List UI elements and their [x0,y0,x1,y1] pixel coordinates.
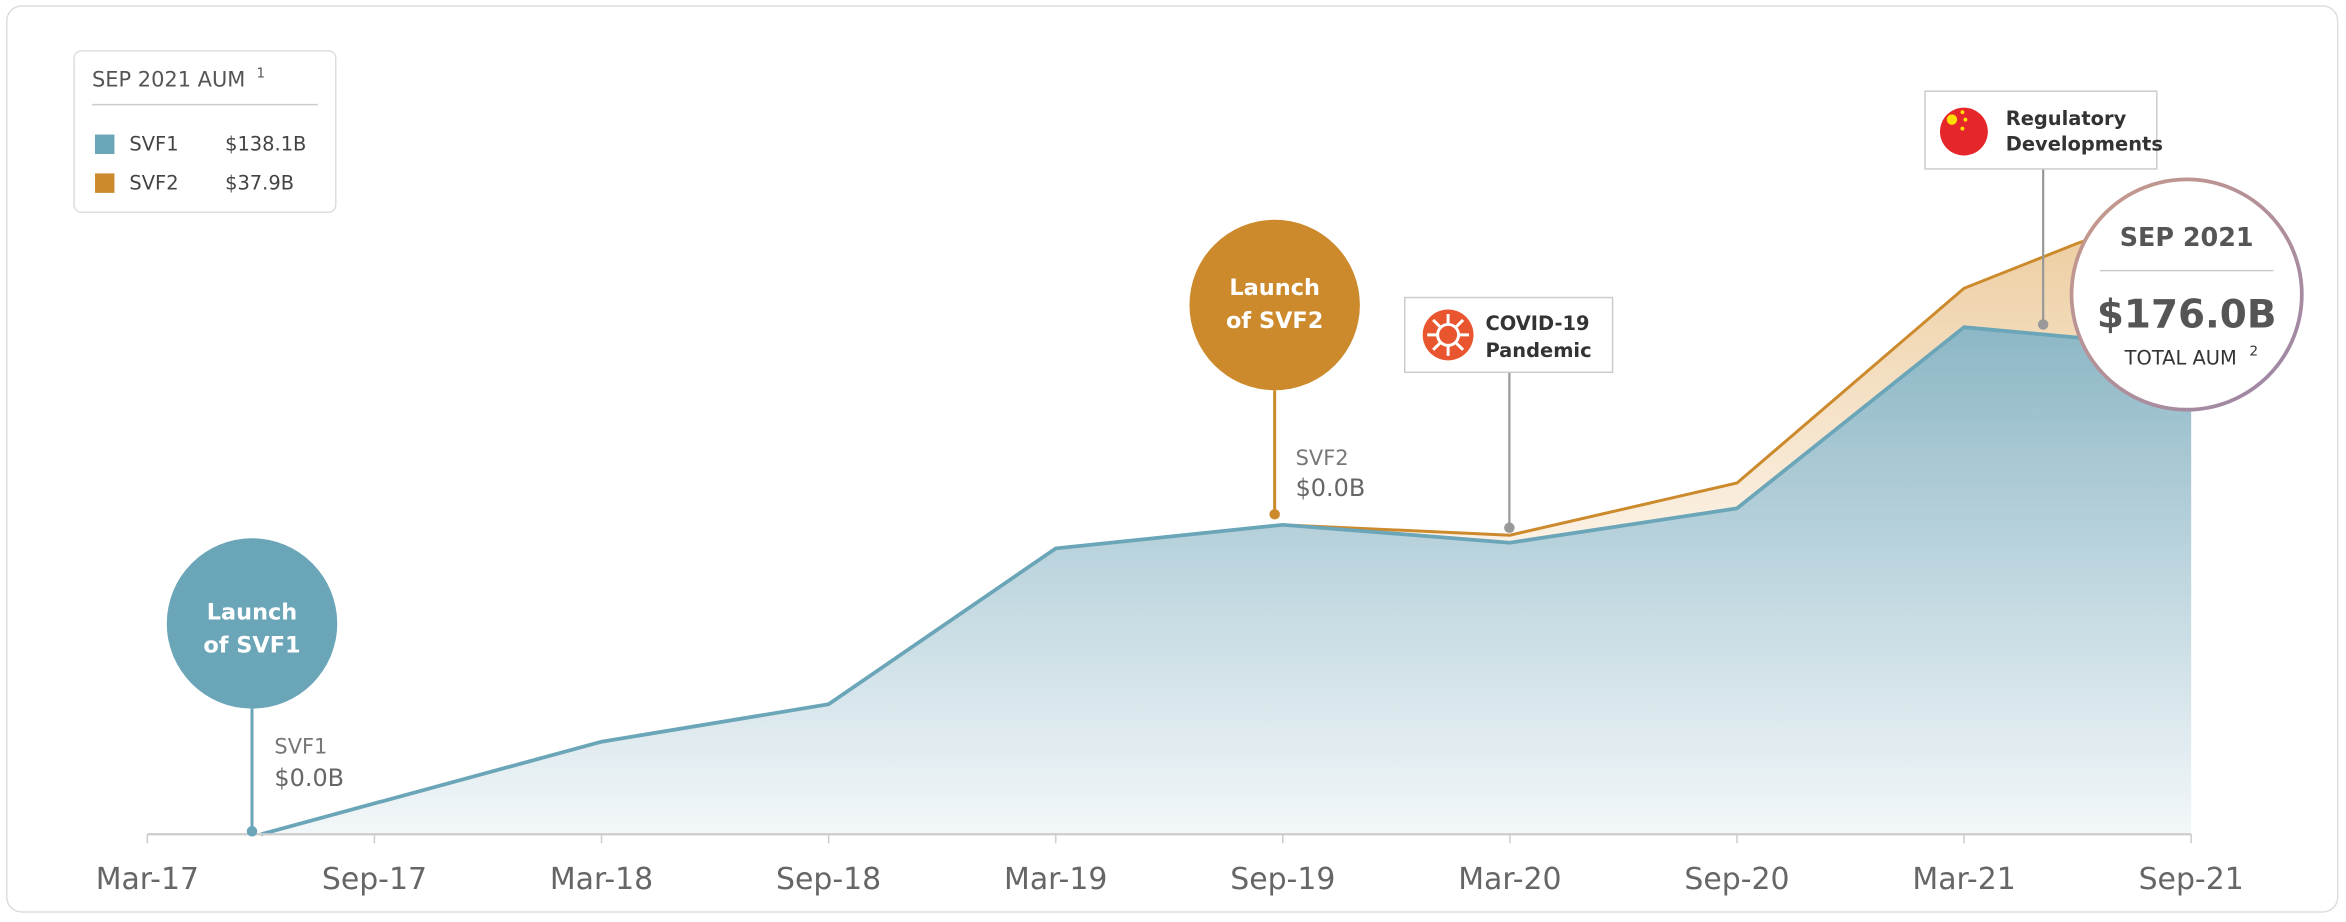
plot: Mar-17 Sep-17 Mar-18 Sep-18 Mar-19 Sep-19 Mar-… [96,203,2244,897]
annotation: Regulatory [2006,107,2127,130]
dot [1269,509,1280,520]
x-tick-label: Mar-19 [1004,862,1107,897]
x-tick-label: Mar-20 [1458,862,1561,897]
launch-circle [166,538,338,709]
flag-icon [1960,110,1965,115]
legend-title: SEP 2021 AUM [92,68,245,92]
x-tick-label: Sep-21 [2139,862,2244,897]
annotation: $0.0B [1296,474,1366,502]
annotations: Launch of SVF1 SVF1 $0.0B Launch of SVF2… [166,90,2304,837]
legend-value: $138.1B [225,133,306,156]
area [260,327,2192,835]
flag-icon [1939,107,1988,156]
total-label: TOTAL AUM [2124,346,2237,369]
dot [2037,319,2049,330]
legend-items: SVF1 $138.1B SVF2 $37.9B [95,133,306,194]
line [260,325,2192,837]
legend-swatch [95,134,115,154]
flag-icon [1963,117,1968,122]
legend: SEP 2021 AUM 1 SVF1 $138.1B SVF2 $37.9B [73,50,337,214]
annotation: SVF2 [1296,446,1349,470]
legend-label: SVF1 [129,133,178,156]
total-circle [2069,177,2304,412]
x-tick-label: Mar-21 [1912,862,2015,897]
footnote: 1 [256,66,265,81]
total-title: SEP 2021 [2120,222,2254,252]
legend-box [73,50,337,214]
annotation: of SVF2 [1226,308,1323,334]
flag-icon [1960,126,1965,131]
annotation: COVID-19 [1485,312,1589,335]
footnote: 2 [2249,344,2258,359]
dot [246,826,258,837]
annotation: $0.0B [274,764,344,792]
dot [1504,522,1515,534]
x-tick-label: Sep-17 [322,862,427,897]
annotation: of SVF1 [203,632,300,658]
annotation: Launch [207,599,298,625]
x-tick-label: Sep-19 [1230,862,1335,897]
x-tick-label: Sep-18 [776,862,881,897]
legend-label: SVF2 [129,171,178,194]
flag-icon [1946,114,1958,125]
legend-value: $37.9B [225,171,294,194]
annotation: Developments [2006,133,2163,156]
x-tick-label: Mar-17 [96,862,199,897]
x-tick-label: Mar-18 [550,862,653,897]
x-tick-label: Sep-20 [1684,862,1789,897]
annotation: Launch [1229,275,1320,301]
launch-circle [1189,219,1360,391]
total-value: $176.0B [2097,292,2277,337]
annotation: SVF1 [274,735,327,759]
legend-swatch [95,173,115,193]
virus-icon [1427,313,1470,356]
annotation: Pandemic [1485,339,1591,362]
event-box [1403,296,1614,374]
